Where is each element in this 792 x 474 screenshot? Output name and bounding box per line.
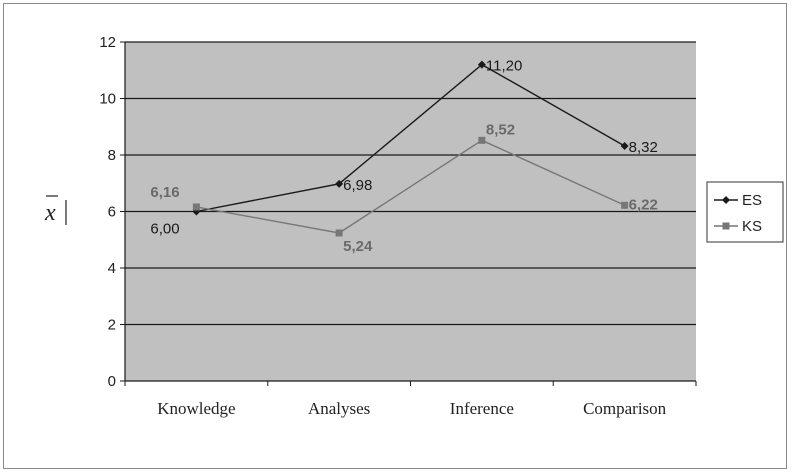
- data-label-es: 6,00: [150, 221, 179, 238]
- gridlines: [125, 41, 696, 326]
- data-label-ks: 6,16: [150, 184, 179, 201]
- data-markers: [192, 60, 629, 237]
- y-tick-label: 10: [99, 91, 116, 108]
- legend-box: [706, 181, 784, 243]
- marker-ks: [621, 201, 629, 209]
- data-labels: 6,00 6,98 11,20 8,32 6,16 5,24 8,52 6,22: [150, 58, 657, 255]
- y-axis-label-text: x: [44, 200, 56, 226]
- marker-es: [477, 60, 486, 69]
- legend-label-es: ES: [742, 192, 762, 209]
- y-tick-label: 2: [108, 317, 116, 334]
- data-label-es: 8,32: [629, 139, 658, 156]
- y-tick-label: 12: [99, 34, 116, 51]
- y-tick-label: 0: [108, 373, 116, 390]
- data-label-ks: 8,52: [486, 121, 515, 138]
- y-tick-label: 4: [108, 260, 116, 277]
- data-label-es: 6,98: [343, 177, 372, 194]
- series-lines: [196, 63, 625, 234]
- x-tick-label: Analyses: [308, 399, 370, 418]
- x-tick-label: Comparison: [583, 399, 667, 418]
- marker-ks: [478, 136, 486, 144]
- y-axis-label: x: [44, 195, 67, 226]
- data-label-ks: 5,24: [343, 238, 373, 255]
- legend: ES KS: [706, 181, 784, 243]
- legend-marker: [722, 196, 730, 204]
- marker-ks: [192, 203, 200, 211]
- x-tick-label: Knowledge: [157, 399, 235, 418]
- y-tick-labels: 0 2 4 6 8 10 12: [99, 34, 116, 390]
- marker-es: [335, 179, 344, 188]
- series-line-ks: [196, 139, 625, 234]
- marker-ks: [335, 229, 343, 237]
- y-tick-label: 8: [108, 147, 116, 164]
- legend-marker: [722, 222, 730, 230]
- marker-es: [620, 141, 629, 150]
- data-label-ks: 6,22: [629, 196, 658, 213]
- data-label-es: 11,20: [486, 58, 522, 75]
- series-line-es: [196, 63, 625, 213]
- x-tick-labels: Knowledge Analyses Inference Comparison: [157, 399, 666, 418]
- axes: [120, 41, 697, 386]
- x-tick-label: Inference: [450, 399, 514, 418]
- legend-label-ks: KS: [742, 218, 762, 235]
- y-tick-label: 6: [108, 204, 116, 221]
